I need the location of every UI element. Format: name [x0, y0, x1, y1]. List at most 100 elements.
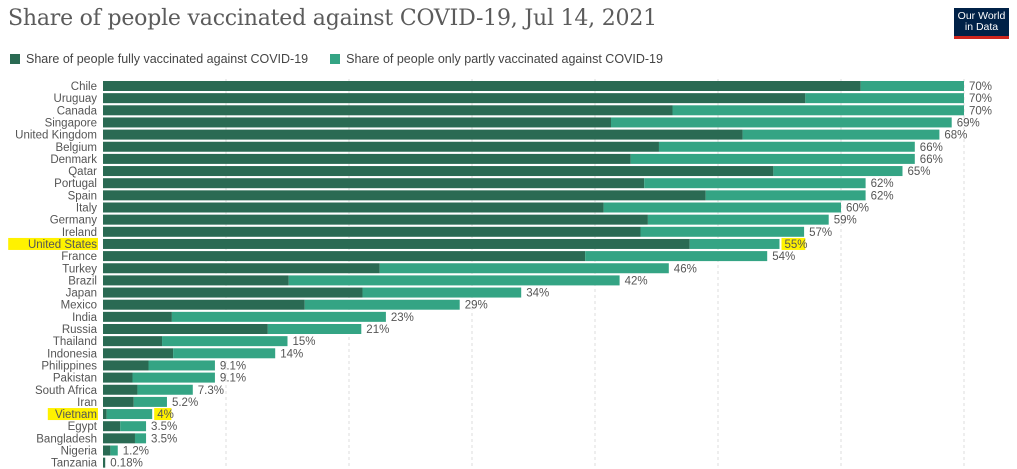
bar-partial-mexico[interactable] [304, 299, 460, 310]
bar-partial-thailand[interactable] [162, 336, 288, 347]
bar-partial-uruguay[interactable] [805, 93, 964, 104]
bar-partial-denmark[interactable] [630, 153, 915, 164]
bar-full-egypt[interactable] [103, 421, 121, 432]
value-label-united-kingdom: 68% [944, 130, 967, 142]
legend-item-partial[interactable]: Share of people only partly vaccinated a… [330, 52, 663, 66]
category-label-germany: Germany [50, 215, 98, 227]
category-label-belgium: Belgium [55, 142, 97, 154]
bar-full-mexico[interactable] [103, 299, 305, 310]
bar-full-philippines[interactable] [103, 360, 149, 371]
bar-full-india[interactable] [103, 311, 172, 322]
bar-partial-united-states[interactable] [689, 238, 780, 249]
value-label-italy: 60% [846, 203, 869, 215]
bar-full-iran[interactable] [103, 396, 134, 407]
bar-full-germany[interactable] [103, 214, 648, 225]
bar-partial-india[interactable] [171, 311, 386, 322]
bar-full-japan[interactable] [103, 287, 363, 298]
value-label-uruguay: 70% [969, 93, 992, 105]
bar-full-uruguay[interactable] [103, 93, 806, 104]
category-label-canada: Canada [57, 105, 98, 117]
value-label-canada: 70% [969, 105, 992, 117]
category-label-egypt: Egypt [68, 421, 98, 433]
bar-full-thailand[interactable] [103, 336, 163, 347]
bar-partial-vietnam[interactable] [106, 409, 153, 420]
value-label-brazil: 42% [625, 275, 648, 287]
bar-full-vietnam[interactable] [103, 409, 107, 420]
highlight-value-united-states [781, 237, 806, 250]
bar-full-turkey[interactable] [103, 263, 380, 274]
category-label-mexico: Mexico [61, 300, 97, 312]
bar-partial-qatar[interactable] [773, 166, 903, 177]
category-label-pakistan: Pakistan [53, 373, 97, 385]
bar-partial-chile[interactable] [860, 81, 964, 91]
bar-partial-philippines[interactable] [148, 360, 215, 371]
value-label-denmark: 66% [920, 154, 943, 166]
bar-full-indonesia[interactable] [103, 348, 174, 359]
legend-label-partial: Share of people only partly vaccinated a… [346, 52, 663, 66]
bar-full-nigeria[interactable] [103, 445, 111, 456]
legend-item-full[interactable]: Share of people fully vaccinated against… [10, 52, 308, 66]
category-label-italy: Italy [76, 203, 97, 215]
bar-full-spain[interactable] [103, 190, 706, 201]
bar-partial-egypt[interactable] [120, 421, 147, 432]
bar-full-bangladesh[interactable] [103, 433, 135, 444]
bar-full-ireland[interactable] [103, 226, 641, 237]
bar-full-south-africa[interactable] [103, 384, 138, 395]
value-label-india: 23% [391, 312, 414, 324]
bar-partial-indonesia[interactable] [173, 348, 276, 359]
value-label-singapore: 69% [957, 117, 980, 129]
bar-full-united-kingdom[interactable] [103, 129, 743, 140]
bar-partial-italy[interactable] [603, 202, 841, 213]
owid-logo[interactable]: Our World in Data [954, 8, 1009, 39]
highlight-value-vietnam [154, 408, 172, 421]
bar-partial-bangladesh[interactable] [134, 433, 147, 444]
bar-full-canada[interactable] [103, 105, 673, 116]
bar-full-singapore[interactable] [103, 117, 611, 128]
bar-full-brazil[interactable] [103, 275, 289, 286]
value-label-south-africa: 7.3% [198, 385, 224, 397]
bar-full-pakistan[interactable] [103, 372, 133, 383]
bar-partial-pakistan[interactable] [132, 372, 215, 383]
bar-full-france[interactable] [103, 251, 586, 262]
bar-full-russia[interactable] [103, 324, 268, 334]
bar-partial-south-africa[interactable] [137, 384, 193, 395]
bar-full-belgium[interactable] [103, 141, 659, 152]
bar-full-chile[interactable] [103, 81, 861, 91]
value-label-qatar: 65% [908, 166, 931, 178]
category-label-south-africa: South Africa [35, 385, 98, 397]
bar-partial-iran[interactable] [133, 396, 167, 407]
bar-partial-portugal[interactable] [644, 178, 866, 189]
bar-partial-united-kingdom[interactable] [742, 129, 940, 140]
bar-full-united-states[interactable] [103, 238, 690, 249]
value-label-ireland: 57% [809, 227, 832, 239]
bar-partial-ireland[interactable] [640, 226, 805, 237]
category-label-thailand: Thailand [53, 336, 97, 348]
category-label-qatar: Qatar [68, 166, 97, 178]
logo-line-1: Our World [957, 10, 1006, 22]
bar-full-portugal[interactable] [103, 178, 645, 189]
value-label-pakistan: 9.1% [220, 373, 246, 385]
bar-partial-russia[interactable] [267, 324, 362, 334]
category-label-singapore: Singapore [45, 117, 97, 129]
bar-partial-germany[interactable] [647, 214, 829, 225]
category-label-philippines: Philippines [41, 360, 97, 372]
value-label-vietnam: 4% [157, 409, 174, 421]
bar-partial-france[interactable] [585, 251, 768, 262]
bar-full-qatar[interactable] [103, 166, 774, 177]
bar-partial-belgium[interactable] [658, 141, 915, 152]
bar-partial-japan[interactable] [362, 287, 522, 298]
bar-full-tanzania[interactable] [103, 457, 106, 468]
value-label-belgium: 66% [920, 142, 943, 154]
legend: Share of people fully vaccinated against… [10, 52, 685, 66]
bar-full-italy[interactable] [103, 202, 604, 213]
category-label-ireland: Ireland [62, 227, 97, 239]
bar-partial-canada[interactable] [672, 105, 964, 116]
bar-full-denmark[interactable] [103, 153, 631, 164]
bar-partial-turkey[interactable] [379, 263, 669, 274]
bar-partial-brazil[interactable] [288, 275, 620, 286]
bar-partial-nigeria[interactable] [110, 445, 118, 456]
bar-partial-singapore[interactable] [610, 117, 952, 128]
bar-partial-spain[interactable] [705, 190, 866, 201]
legend-swatch-partial [330, 54, 341, 64]
